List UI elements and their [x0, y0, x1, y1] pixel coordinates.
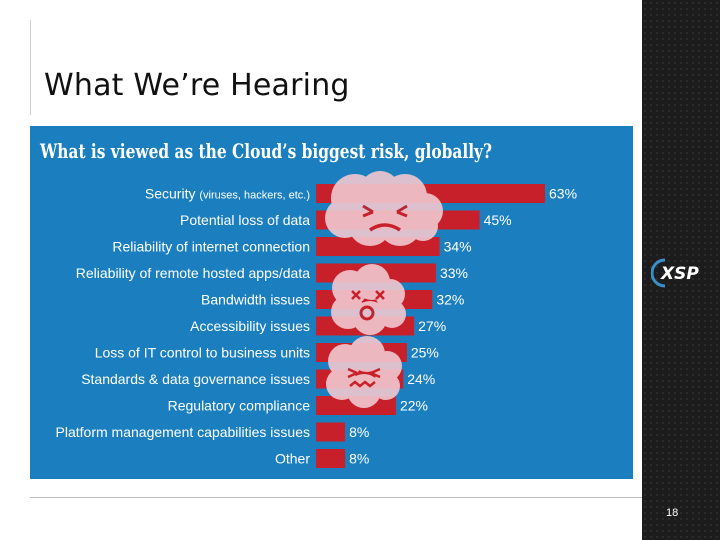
logo-text: XSP — [660, 264, 699, 284]
category-label: Accessibility issues — [190, 318, 310, 334]
shocked-cloud-icon — [331, 264, 406, 335]
value-label: 63% — [549, 186, 577, 202]
bar — [316, 422, 346, 442]
footer-divider — [30, 497, 695, 498]
value-label: 25% — [411, 345, 439, 361]
worried-cloud-illustrations — [325, 171, 443, 408]
slide-title: What We’re Hearing — [44, 68, 350, 104]
category-label: Bandwidth issues — [201, 292, 310, 308]
value-label: 8% — [349, 451, 369, 467]
value-label: 27% — [418, 318, 446, 334]
value-label: 45% — [484, 212, 512, 228]
annoyed-cloud-icon — [325, 171, 443, 246]
value-label: 32% — [436, 292, 464, 308]
category-label: Standards & data governance issues — [81, 371, 310, 387]
xsp-logo: XSP — [651, 258, 699, 288]
category-label: Regulatory compliance — [168, 398, 311, 414]
value-label: 33% — [440, 265, 468, 281]
category-label: Security (viruses, hackers, etc.) — [145, 186, 310, 202]
bar — [316, 449, 346, 468]
category-label: Platform management capabilities issues — [56, 424, 310, 440]
value-label: 22% — [400, 398, 428, 414]
title-divider — [30, 20, 31, 115]
queasy-cloud-icon — [326, 336, 402, 408]
chart-title: What is viewed as the Cloud’s biggest ri… — [39, 139, 492, 163]
page-number: 18 — [666, 507, 679, 519]
value-label: 24% — [407, 371, 435, 387]
brand-side-panel — [642, 0, 720, 540]
category-label: Loss of IT control to business units — [95, 345, 310, 361]
value-label: 8% — [349, 424, 369, 440]
category-label: Other — [275, 451, 310, 467]
bar-chart: What is viewed as the Cloud’s biggest ri… — [39, 139, 577, 468]
value-label: 34% — [444, 239, 472, 255]
category-label: Potential loss of data — [180, 212, 310, 228]
category-label: Reliability of remote hosted apps/data — [76, 265, 310, 281]
category-label: Reliability of internet connection — [112, 239, 310, 255]
